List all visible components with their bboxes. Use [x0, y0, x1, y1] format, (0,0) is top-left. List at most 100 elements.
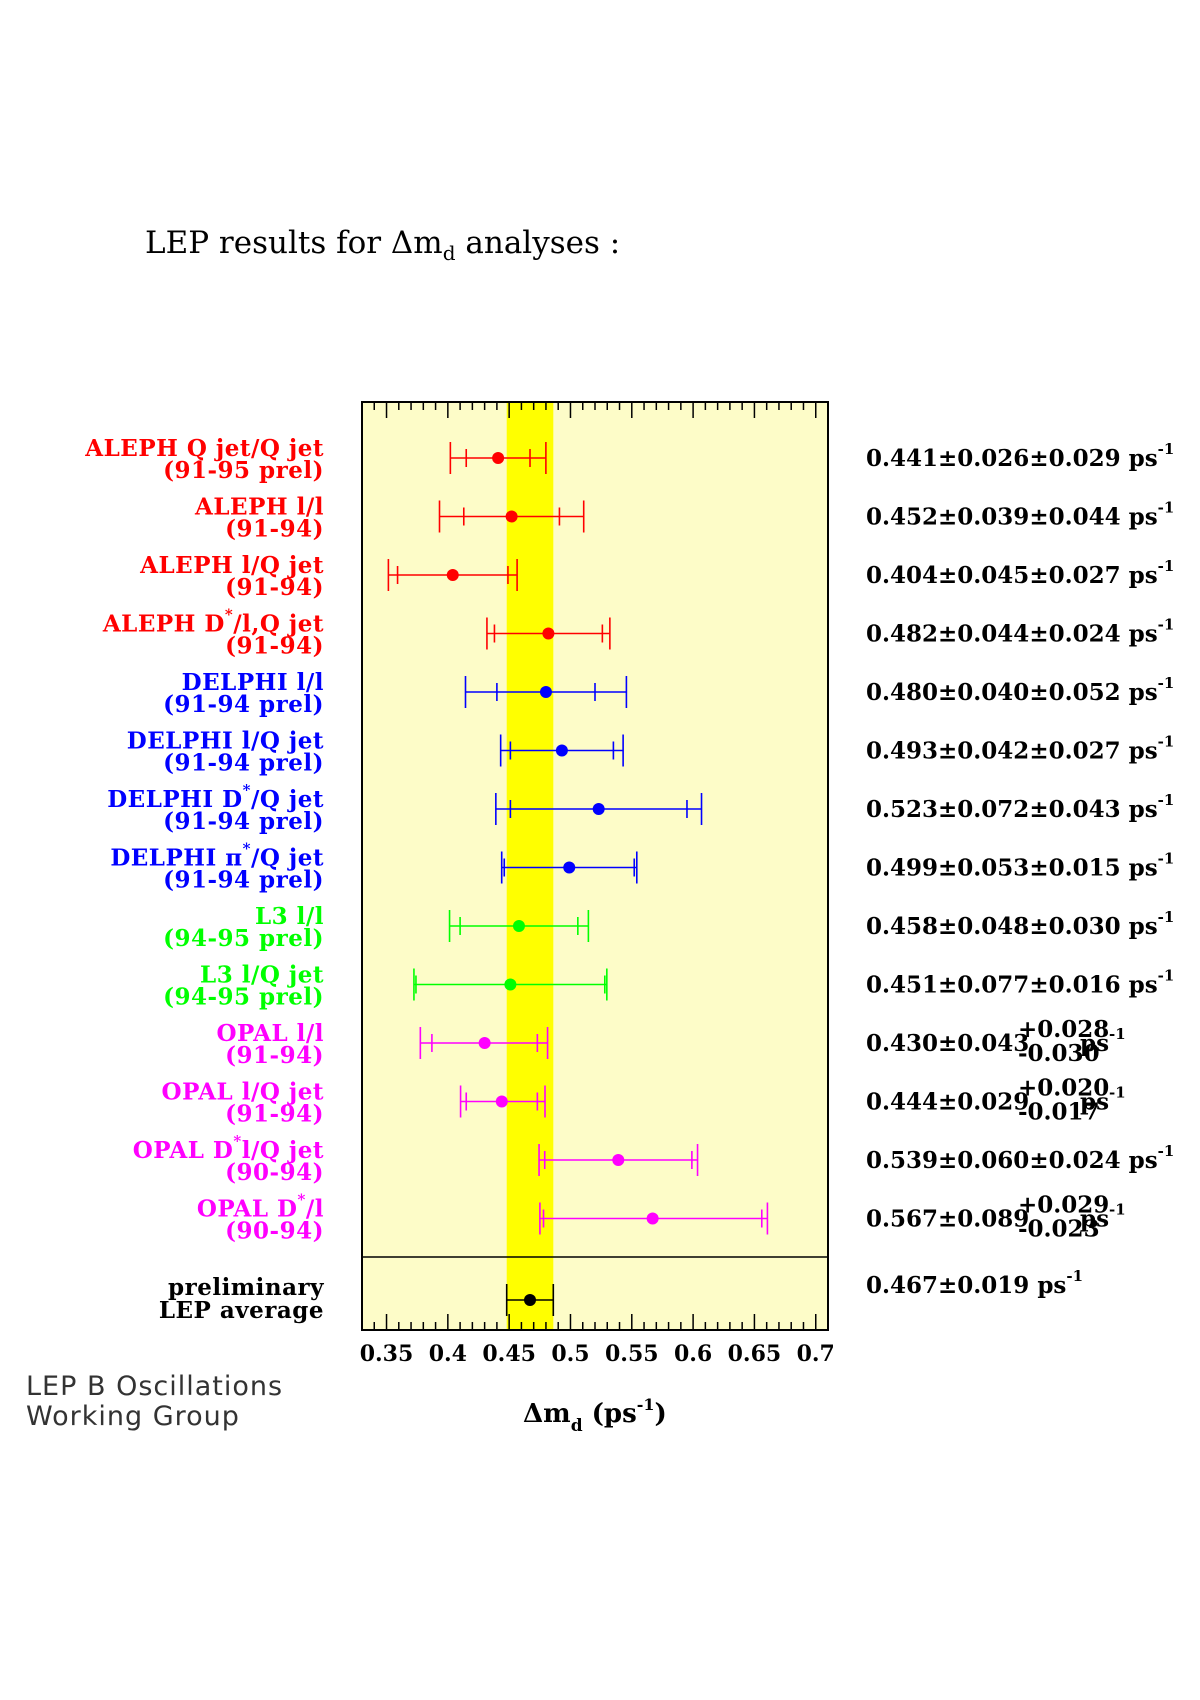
row-label: OPAL D*/l [197, 1191, 324, 1223]
row-label: L3 l/l [255, 903, 324, 930]
result-asym-plus: +0.029 [1018, 1192, 1109, 1219]
row-label: ALEPH D*/l,Q jet [102, 606, 324, 638]
result-asym-minus: -0.017 [1018, 1099, 1100, 1126]
row-label: DELPHI D*/Q jet [107, 781, 324, 813]
result-asym-minus: -0.023 [1018, 1216, 1100, 1243]
row-sublabel: (94-95 prel) [163, 925, 324, 952]
measurement-point [504, 978, 517, 991]
row-sublabel: (91-94) [225, 516, 324, 543]
row-sublabel: (91-94) [225, 1042, 324, 1069]
chart-title: LEP results for Δmd analyses : [145, 225, 620, 265]
result-unit: ps-1 [1080, 1025, 1126, 1057]
measurement-point [555, 744, 568, 757]
measurement-row: DELPHI l/Q jet(91-94 prel) 0.493±0.042±0.… [127, 728, 1175, 777]
row-sublabel: (90-94) [225, 1159, 324, 1186]
row-label: ALEPH l/l [194, 494, 324, 521]
measurement-row: ALEPH D*/l,Q jet(91-94) 0.482±0.044±0.024… [102, 606, 1175, 660]
row-sublabel: (91-94 prel) [163, 691, 324, 718]
measurement-row: ALEPH Q jet/Q jet(91-95 prel) 0.441±0.026… [84, 435, 1174, 484]
row-sublabel: (91-94) [225, 633, 324, 660]
measurement-point [512, 920, 525, 932]
row-sublabel: (91-94 prel) [163, 808, 324, 835]
average-sublabel: LEP average [159, 1297, 324, 1324]
row-label: OPAL l/Q jet [162, 1079, 324, 1106]
row-sublabel: (91-94 prel) [163, 750, 324, 777]
row-sublabel: (91-94 prel) [163, 867, 324, 894]
measurement-row: L3 l/l(94-95 prel) 0.458±0.048±0.030 ps-1 [163, 903, 1174, 952]
measurement-row: DELPHI l/l(91-94 prel) 0.480±0.040±0.052 … [163, 669, 1174, 718]
measurement-point [612, 1154, 625, 1166]
row-sublabel: (90-94) [225, 1218, 324, 1245]
measurement-row: ALEPH l/Q jet(91-94) 0.404±0.045±0.027 ps… [139, 552, 1174, 601]
measurement-row: L3 l/Q jet(94-95 prel) 0.451±0.077±0.016 … [163, 962, 1174, 1011]
row-label: OPAL l/l [216, 1020, 324, 1047]
measurement-row: OPAL l/Q jet(91-94) 0.444±0.029+0.020-0.0… [162, 1075, 1126, 1128]
result-asym-plus: +0.028 [1018, 1016, 1109, 1043]
x-tick-label: 0.65 [728, 1341, 782, 1367]
measurement-point [592, 803, 605, 815]
result-asym-plus: +0.020 [1018, 1075, 1109, 1102]
row-sublabel: (91-95 prel) [163, 457, 324, 484]
measurement-point [542, 627, 555, 640]
x-tick-label: 0.6 [674, 1341, 712, 1367]
average-band [506, 402, 554, 1330]
x-axis: 0.35 0.4 0.45 0.5 0.55 0.6 0.65 0.7 [360, 402, 835, 1367]
measurement-point [492, 452, 505, 464]
measurement-row: DELPHI π*/Q jet(91-94 prel) 0.499±0.053±0… [110, 840, 1174, 894]
row-label: OPAL D*l/Q jet [133, 1132, 324, 1164]
row-result: 0.493±0.042±0.027 ps-1 [866, 733, 1174, 765]
row-label: DELPHI π*/Q jet [110, 840, 324, 872]
x-tick-label: 0.55 [605, 1341, 659, 1367]
row-result: 0.404±0.045±0.027 ps-1 [866, 557, 1174, 589]
credit-line-1: LEP B Oscillations [26, 1371, 283, 1402]
average-result: 0.467±0.019 ps-1 [866, 1267, 1083, 1299]
row-label: L3 l/Q jet [200, 962, 324, 989]
average-label: preliminary [168, 1274, 324, 1301]
row-result: 0.452±0.039±0.044 ps-1 [866, 499, 1174, 531]
result-unit: ps-1 [1080, 1201, 1126, 1233]
row-label: ALEPH l/Q jet [139, 552, 324, 579]
row-result: 0.458±0.048±0.030 ps-1 [866, 908, 1174, 940]
measurement-row: ALEPH l/l(91-94) 0.452±0.039±0.044 ps-1 [194, 494, 1174, 543]
x-tick-label: 0.5 [551, 1341, 589, 1367]
row-label: DELPHI l/l [182, 669, 324, 696]
row-result: 0.444±0.029 [866, 1089, 1029, 1116]
measurement-point [539, 686, 552, 698]
x-tick-label: 0.35 [360, 1341, 414, 1367]
credit-line-2: Working Group [26, 1401, 240, 1432]
row-sublabel: (94-95 prel) [163, 984, 324, 1011]
average-point [524, 1294, 537, 1306]
measurement-row: OPAL l/l(91-94) 0.430±0.043+0.028-0.030ps… [216, 1016, 1125, 1069]
row-result: 0.451±0.077±0.016 ps-1 [866, 967, 1174, 999]
x-axis-label: Δmd (ps-1) [523, 1395, 667, 1436]
measurement-row: DELPHI D*/Q jet(91-94 prel) 0.523±0.072±0… [107, 781, 1174, 835]
measurement-point [505, 510, 518, 523]
row-sublabel: (91-94) [225, 574, 324, 601]
x-tick-label: 0.4 [429, 1341, 467, 1367]
result-unit: ps-1 [1080, 1084, 1126, 1116]
measurement-point [478, 1037, 491, 1049]
measurement-point [446, 569, 459, 581]
x-tick-label: 0.45 [482, 1341, 536, 1367]
result-asym-minus: -0.030 [1018, 1040, 1100, 1067]
plot-area [362, 402, 828, 1330]
row-result: 0.499±0.053±0.015 ps-1 [866, 850, 1174, 882]
row-result: 0.567±0.089 [866, 1206, 1029, 1233]
row-result: 0.480±0.040±0.052 ps-1 [866, 674, 1174, 706]
row-result: 0.523±0.072±0.043 ps-1 [866, 791, 1174, 823]
measurement-point [646, 1212, 659, 1225]
measurement-row: OPAL D*/l(90-94) 0.567±0.089+0.029-0.023p… [197, 1191, 1126, 1245]
row-label: DELPHI l/Q jet [127, 728, 324, 755]
measurement-point [495, 1095, 508, 1108]
row-sublabel: (91-94) [225, 1101, 324, 1128]
measurement-row: OPAL D*l/Q jet(90-94) 0.539±0.060±0.024 p… [133, 1132, 1175, 1186]
row-result: 0.482±0.044±0.024 ps-1 [866, 616, 1174, 648]
row-label: ALEPH Q jet/Q jet [84, 435, 324, 462]
measurement-point [563, 861, 576, 874]
row-result: 0.430±0.043 [866, 1030, 1029, 1057]
row-result: 0.539±0.060±0.024 ps-1 [866, 1142, 1174, 1174]
x-tick-label: 0.7 [797, 1341, 835, 1367]
